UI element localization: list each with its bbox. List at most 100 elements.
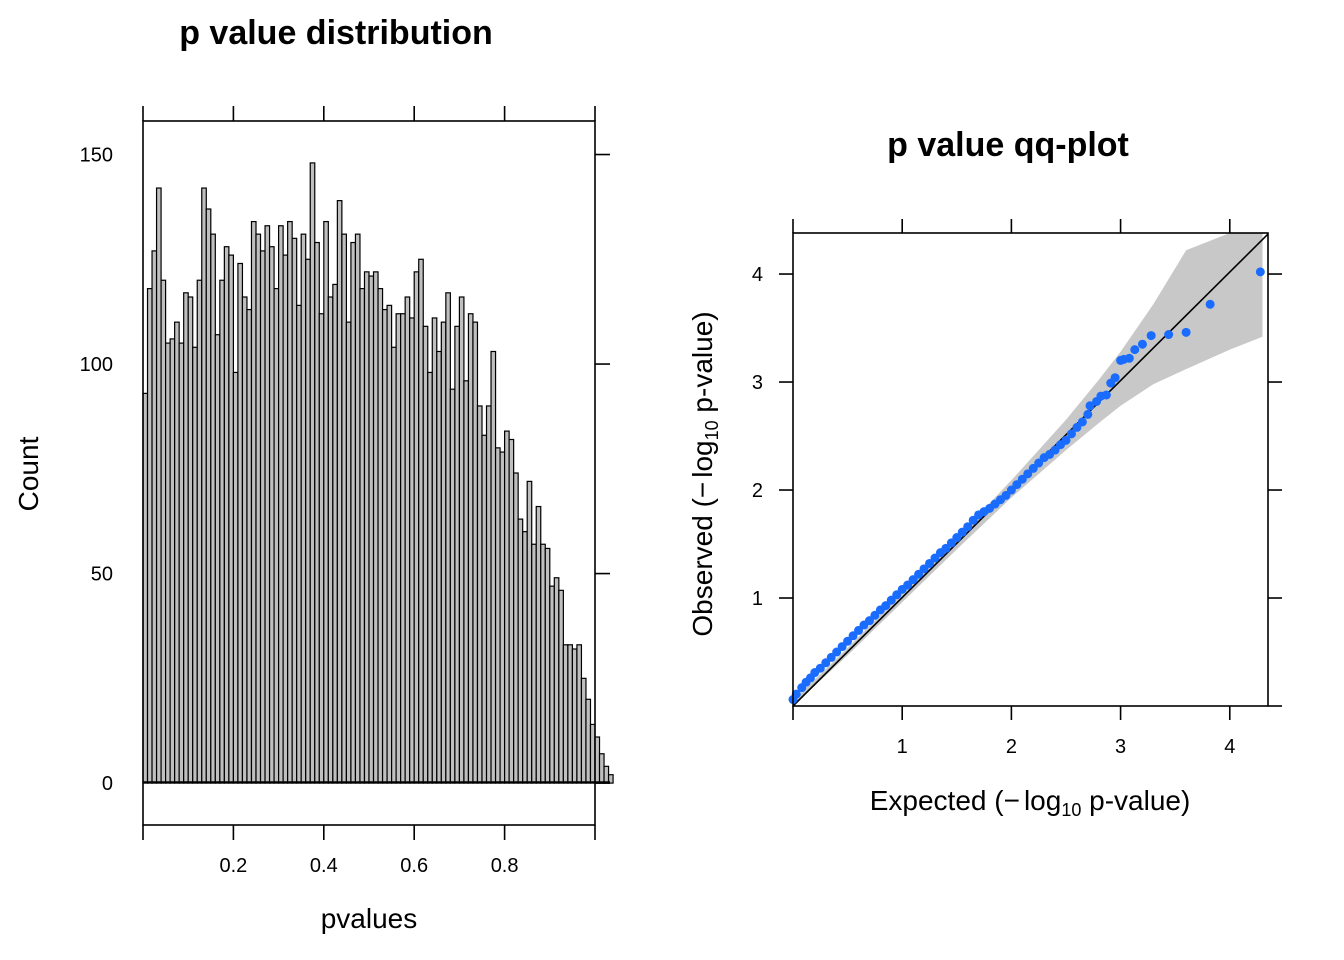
histogram-bar <box>576 644 583 784</box>
histogram-bar <box>549 585 555 784</box>
histogram-xlabel: pvalues <box>321 903 418 934</box>
histogram-bar <box>237 262 244 784</box>
histogram-bar <box>580 677 587 784</box>
histogram-bar <box>241 296 248 784</box>
qq-point <box>1130 345 1140 355</box>
histogram-bar <box>223 246 230 784</box>
histogram-bar <box>341 233 348 784</box>
qq-point <box>1077 417 1087 427</box>
histogram-bar <box>445 292 451 784</box>
histogram-bar <box>598 753 605 784</box>
qq-plot-content <box>788 233 1269 707</box>
histogram-xtick-label: 0.8 <box>491 855 519 877</box>
qq-point <box>1164 330 1174 340</box>
qq-ylabel: Observed (−log10 p-value) <box>687 311 722 636</box>
histogram-title: p value distribution <box>179 14 493 52</box>
histogram-bar <box>278 225 284 784</box>
histogram-bar <box>481 434 488 784</box>
qq-point <box>1146 331 1156 341</box>
histogram-bar <box>494 447 501 784</box>
histogram-ytick-label: 0 <box>102 773 113 795</box>
qq-title: p value qq-plot <box>887 126 1129 164</box>
qq-plot-frame <box>792 232 1269 707</box>
histogram-bar <box>567 644 574 784</box>
histogram-bar <box>314 241 320 784</box>
histogram-bar <box>463 380 470 784</box>
qq-point <box>1124 353 1134 363</box>
histogram-bar <box>391 346 397 784</box>
histogram-bar <box>440 321 447 784</box>
qq-point <box>1083 409 1093 419</box>
histogram-bar <box>431 317 438 784</box>
histogram-bar <box>318 313 325 784</box>
histogram-ylabel: Count <box>13 436 44 511</box>
histogram-bar <box>327 296 334 784</box>
qq-point <box>1255 267 1265 277</box>
qq-panel: p value qq-plot Expected (− log10 p-value… <box>687 126 1282 820</box>
histogram-bar <box>377 288 384 784</box>
histogram-bar <box>228 254 235 784</box>
histogram-bar <box>607 774 614 784</box>
histogram-bar <box>336 200 343 784</box>
histogram-bar <box>585 698 592 784</box>
histogram-bar <box>282 254 289 784</box>
histogram-bar <box>458 296 465 784</box>
histogram-bar <box>467 313 474 784</box>
qq-point <box>1066 429 1076 439</box>
qq-point <box>1061 435 1071 445</box>
histogram-bar <box>395 313 402 784</box>
histogram-bar <box>246 308 253 784</box>
histogram-bar <box>259 250 266 784</box>
histogram-bar <box>531 543 537 784</box>
histogram-bar <box>409 317 415 784</box>
histogram-bar <box>309 162 316 784</box>
histogram-bar <box>250 220 257 784</box>
histogram-bar <box>454 325 461 784</box>
histogram-bar <box>603 765 610 784</box>
histogram-bar <box>300 233 307 784</box>
qq-xtick-label: 3 <box>1115 736 1126 758</box>
histogram-bar <box>404 296 411 784</box>
qq-xtick-label: 4 <box>1224 736 1235 758</box>
histogram-ytick-label: 150 <box>80 145 113 167</box>
qq-axes: 1 2 3 4 1 2 3 4 <box>752 219 1282 758</box>
histogram-bar <box>499 451 506 784</box>
histogram-bars <box>142 162 614 784</box>
histogram-ytick-label: 100 <box>80 354 113 376</box>
histogram-bar <box>553 577 560 784</box>
histogram-bar <box>232 371 239 784</box>
histogram-bar <box>386 304 393 784</box>
qq-ytick-label: 1 <box>752 588 763 610</box>
histogram-bar <box>436 350 442 784</box>
histogram-bar <box>305 258 311 784</box>
qq-point <box>791 689 801 699</box>
histogram-bar <box>354 233 361 784</box>
histogram-bar <box>472 321 479 784</box>
histogram-bar <box>183 292 189 784</box>
histogram-bar <box>359 288 366 784</box>
histogram-bar <box>508 438 515 784</box>
histogram-bar <box>196 279 203 784</box>
histogram-bar <box>255 233 262 784</box>
histogram-bar <box>422 325 429 784</box>
qq-ytick-label: 4 <box>752 264 763 286</box>
histogram-axes: 0.2 0.4 0.6 0.8 0 50 100 150 <box>80 106 610 877</box>
histogram-bar <box>544 547 551 784</box>
histogram-bar <box>490 350 497 784</box>
histogram-bar <box>476 405 483 784</box>
qq-xtick-label: 1 <box>897 736 908 758</box>
histogram-bar <box>449 388 456 784</box>
histogram-bar <box>287 220 293 784</box>
histogram-bar <box>418 258 424 784</box>
histogram-bar <box>381 308 388 784</box>
histogram-bar <box>350 241 357 784</box>
histogram-bar <box>363 271 370 784</box>
histogram-bar <box>517 518 524 784</box>
histogram-bar <box>178 342 185 784</box>
qq-point <box>1110 373 1120 383</box>
histogram-xtick-label: 0.4 <box>310 855 338 877</box>
histogram-bar <box>345 321 352 784</box>
histogram-panel: p value distribution Count pvalues 0.2 0.… <box>13 14 614 934</box>
histogram-ytick-label: 50 <box>91 564 113 586</box>
